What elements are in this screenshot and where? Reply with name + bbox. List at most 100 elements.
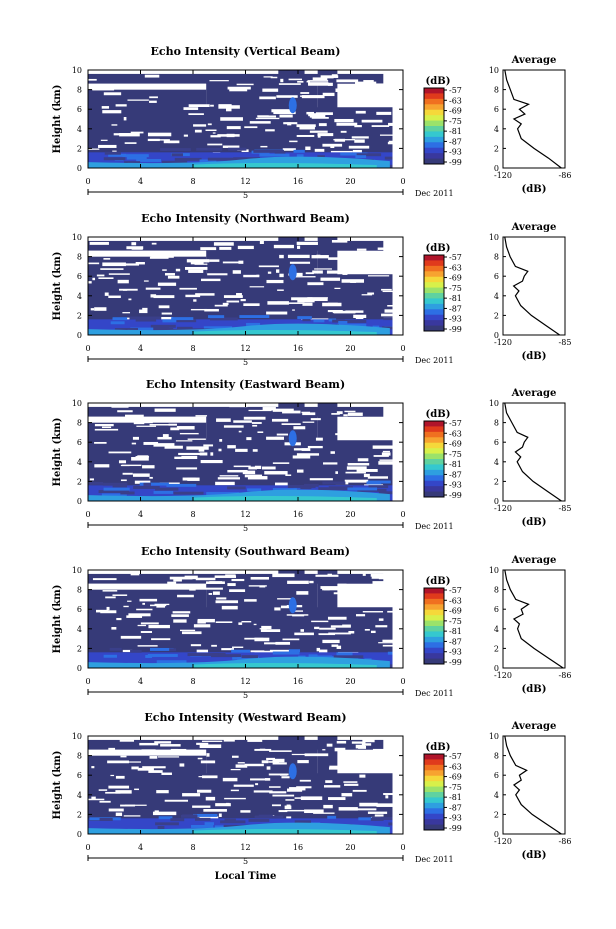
clear-patch — [266, 279, 284, 284]
clear-patch — [320, 586, 338, 589]
clear-patch — [264, 778, 271, 781]
clear-patch — [249, 121, 271, 124]
colorbar-swatch — [424, 265, 444, 272]
clear-patch — [123, 815, 141, 817]
echo-boundary-detail — [103, 157, 126, 161]
clear-patch — [353, 314, 367, 318]
clear-patch — [236, 293, 242, 296]
clear-patch — [269, 750, 292, 752]
colorbar-swatch — [424, 620, 444, 627]
x-tick-label: 0 — [85, 177, 90, 186]
colorbar-swatch — [424, 604, 444, 611]
clear-patch — [367, 476, 389, 479]
colorbar-label: -57 — [449, 253, 462, 262]
clear-patch — [272, 762, 287, 765]
clear-patch — [238, 622, 243, 625]
clear-patch — [227, 583, 236, 587]
x-tick-label: 0 — [400, 177, 405, 186]
avg-y-tick-label: 4 — [494, 458, 499, 467]
colorbar-label: -69 — [449, 107, 462, 116]
clear-patch — [125, 414, 144, 418]
clear-patch — [373, 421, 378, 423]
colorbar-label: -81 — [449, 793, 462, 802]
clear-patch — [147, 132, 172, 137]
day-label: 5 — [243, 524, 248, 533]
clear-patch — [233, 784, 254, 787]
echo-boundary-detail — [114, 328, 138, 332]
clear-patch — [282, 410, 301, 414]
clear-band — [88, 250, 207, 257]
clear-patch — [266, 311, 288, 315]
echo-boundary-detail — [259, 153, 290, 157]
clear-patch — [250, 576, 270, 580]
clear-patch — [212, 591, 220, 595]
day-label: 5 — [243, 857, 248, 866]
avg-y-tick-label: 0 — [494, 164, 499, 173]
clear-patch — [108, 808, 124, 812]
clear-patch — [119, 263, 140, 266]
clear-patch — [293, 448, 310, 451]
clear-patch — [356, 469, 378, 472]
clear-patch — [308, 82, 329, 86]
colorbar-swatch — [424, 775, 444, 782]
colorbar-label: -57 — [449, 86, 462, 95]
colorbar-label: -63 — [449, 263, 462, 272]
echo-boundary-detail — [302, 318, 311, 322]
clear-patch — [364, 628, 370, 631]
echo-boundary-detail — [241, 655, 259, 659]
echo-boundary-detail — [232, 656, 260, 660]
clear-patch — [357, 458, 369, 462]
echo-boundary-detail — [313, 319, 325, 323]
avg-y-tick-label: 2 — [494, 810, 499, 819]
clear-patch — [229, 88, 248, 92]
clear-patch — [381, 288, 392, 291]
clear-patch — [237, 245, 254, 250]
clear-patch — [176, 426, 195, 430]
colorbar-swatch — [424, 158, 444, 165]
clear-patch — [273, 111, 296, 115]
clear-patch — [101, 426, 112, 429]
clear-patch — [246, 437, 252, 441]
colorbar-swatch — [424, 431, 444, 438]
x-tick-label: 0 — [85, 843, 90, 852]
clear-patch — [279, 114, 293, 118]
avg-x-tick-label: -120 — [494, 671, 512, 680]
clear-patch — [276, 433, 289, 436]
clear-patch — [227, 445, 236, 449]
clear-patch — [226, 802, 230, 806]
echo-boundary-detail — [381, 326, 403, 330]
clear-patch — [99, 800, 111, 803]
y-tick-label: 10 — [72, 66, 82, 75]
clear-patch — [364, 89, 381, 93]
avg-x-tick-label: -85 — [559, 504, 572, 513]
echo-boundary-detail — [112, 484, 127, 488]
colorbar-swatch — [424, 754, 444, 760]
heatmap-area — [88, 403, 403, 501]
clear-patch — [89, 478, 94, 481]
clear-patch — [115, 790, 132, 794]
clear-patch — [94, 307, 107, 311]
clear-patch — [355, 614, 366, 617]
clear-patch — [291, 753, 312, 756]
clear-patch — [305, 146, 311, 151]
clear-patch — [188, 104, 210, 107]
avg-y-tick-label: 6 — [494, 272, 499, 281]
clear-patch — [334, 287, 341, 290]
clear-patch — [374, 814, 384, 817]
clear-patch — [123, 117, 127, 121]
echo-boundary-detail — [149, 647, 174, 651]
echo-boundary-detail — [237, 657, 245, 661]
echo-boundary-detail — [318, 487, 348, 491]
clear-band — [88, 749, 207, 756]
echo-boundary-detail — [246, 322, 261, 326]
clear-patch — [131, 247, 143, 250]
clear-patch — [121, 464, 142, 467]
clear-patch — [248, 585, 267, 587]
colorbar-label: -87 — [449, 470, 462, 479]
y-tick-label: 0 — [77, 497, 82, 506]
echo-strongest-layer — [193, 828, 377, 834]
echo-boundary-detail — [108, 153, 127, 157]
clear-patch — [119, 739, 135, 742]
colorbar-unit: (dB) — [426, 576, 451, 587]
clear-patch — [322, 92, 335, 97]
